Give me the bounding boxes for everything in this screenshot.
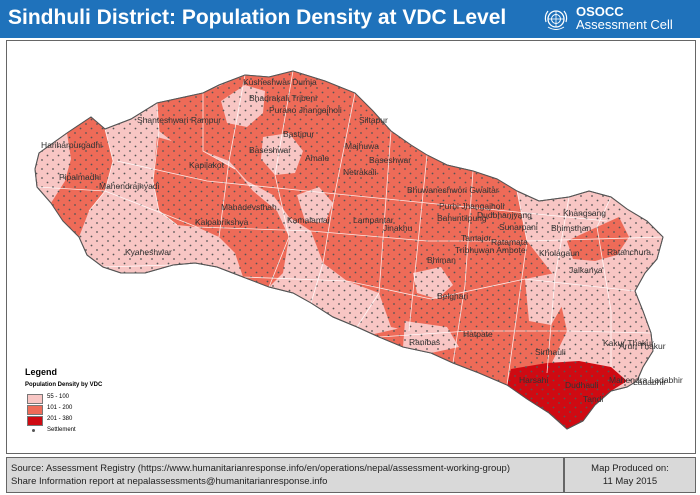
vdc-label: Baseshwar: [249, 145, 291, 155]
vdc-label: Belghari: [437, 291, 468, 301]
vdc-label: Kapilakot: [189, 160, 225, 170]
vdc-label: Kalpabrikshya: [195, 217, 249, 227]
vdc-label: Bahuntilpung: [437, 213, 487, 223]
vdc-label: Kholagaun: [539, 248, 580, 258]
vdc-label: Amale: [305, 153, 329, 163]
osocc-logo: OSOCC Assessment Cell: [542, 4, 692, 34]
vdc-label: Bhuwaneshwori Gwaltar: [407, 185, 499, 195]
vdc-label: Tribhuwan Ambote: [455, 245, 526, 255]
vdc-label: Bhiman: [427, 255, 456, 265]
legend-label-low: 55 - 100: [47, 394, 70, 400]
vdc-label: Shanteshwari Rampur: [137, 115, 221, 125]
vdc-label: Mahadevsthan: [221, 202, 277, 212]
legend-swatch-medium: [27, 405, 43, 415]
title-bar: Sindhuli District: Population Density at…: [0, 0, 700, 38]
vdc-label: Bhadrakali Tribeni: [249, 93, 317, 103]
vdc-label: Siltapur: [359, 115, 388, 125]
legend-subtitle: Population Density by VDC: [25, 382, 103, 388]
produced-label: Map Produced on:: [591, 463, 669, 474]
vdc-label: Mahendra Ladabhir: [609, 375, 683, 385]
source-panel: Source: Assessment Registry (https://www…: [6, 457, 564, 493]
source-line-1: Source: Assessment Registry (https://www…: [11, 463, 510, 474]
vdc-label: Ratanchura: [607, 247, 651, 257]
vdc-label: Kamalamai: [287, 215, 330, 225]
legend-label-settlement: Settlement: [47, 427, 76, 433]
vdc-label: Khangsang: [563, 208, 606, 218]
map-legend: Legend Population Density by VDC 55 - 10…: [25, 367, 145, 442]
vdc-label: Purbi Jhangajholi: [439, 201, 504, 211]
vdc-label: Sunarpani: [499, 222, 538, 232]
vdc-label: Hatpate: [463, 329, 493, 339]
vdc-label: Jalkanya: [569, 265, 603, 275]
legend-label-medium: 101 - 200: [47, 405, 73, 411]
legend-swatch-low: [27, 394, 43, 404]
vdc-label: Lampantar: [353, 215, 394, 225]
vdc-label: Ratamata: [491, 237, 528, 247]
source-line-2: Share Information report at nepalassessm…: [11, 476, 328, 487]
legend-label-high: 201 - 380: [47, 416, 73, 422]
vdc-label: Kakur Thakur: [603, 338, 654, 348]
produced-panel: Map Produced on: 11 May 2015: [564, 457, 696, 493]
vdc-label: Baseshwar: [369, 155, 411, 165]
vdc-label: Mahendrajhyadi: [99, 181, 160, 191]
vdc-label: Tandi: [583, 394, 603, 404]
vdc-label: Pipalmadhi: [59, 172, 101, 182]
vdc-label: Bhimsthan: [551, 223, 591, 233]
map-frame: Kusheshwar Dumja Bhadrakali Tribeni Pura…: [6, 40, 696, 454]
settlement-dot-icon: [32, 429, 35, 432]
logo-assessment-text: Assessment Cell: [576, 17, 673, 32]
vdc-label: Kyaneshwar: [125, 247, 172, 257]
vdc-label: Ladabhir: [633, 377, 666, 387]
vdc-label: Harsahi: [519, 375, 548, 385]
vdc-label: Dudhauli: [565, 380, 599, 390]
vdc-label: Arun Thakur: [619, 341, 666, 351]
produced-date: 11 May 2015: [602, 476, 658, 487]
vdc-label: Bastipur: [283, 129, 314, 139]
district-map: Kusheshwar Dumja Bhadrakali Tribeni Pura…: [34, 70, 683, 430]
vdc-label-group: Kusheshwar Dumja Bhadrakali Tribeni Pura…: [41, 77, 683, 404]
vdc-label: Dudbhanjyang: [477, 210, 532, 220]
legend-swatch-high: [27, 416, 43, 426]
logo-osocc-text: OSOCC: [576, 4, 624, 19]
vdc-label: Kusheshwar Dumja: [243, 77, 317, 87]
vdc-label: Hariharpurgadhi: [41, 140, 102, 150]
page-title: Sindhuli District: Population Density at…: [8, 6, 507, 29]
vdc-label: Tamajor: [461, 233, 491, 243]
vdc-label: Netrakali: [343, 167, 377, 177]
un-emblem-icon: [544, 10, 568, 30]
vdc-label: Ranibas: [409, 337, 440, 347]
vdc-label: Majhuwa: [345, 141, 379, 151]
vdc-label: Purano Jhangajholi: [269, 105, 342, 115]
vdc-label: Jinakhu: [383, 223, 413, 233]
legend-title: Legend: [25, 367, 58, 377]
vdc-label: Sirthauli: [535, 347, 566, 357]
